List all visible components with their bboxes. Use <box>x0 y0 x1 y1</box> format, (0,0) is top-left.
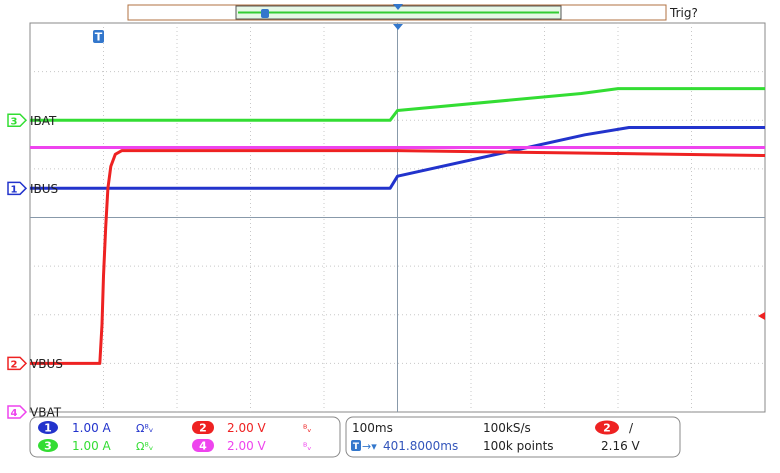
svg-text:1: 1 <box>44 422 52 435</box>
channel-label-vbus: VBUS <box>30 357 63 371</box>
svg-text:T: T <box>353 442 360 452</box>
channel-marker-vbat[interactable]: 4 VBAT <box>7 405 62 420</box>
trigger-status-text: Trig? <box>669 6 698 20</box>
svg-text:1: 1 <box>11 184 18 195</box>
channel-readouts: 1 1.00 A Ω⁸ᵥ 3 1.00 A Ω⁸ᵥ 2 2.00 V ᴮᵥ 4 2.00 V ᴮᵥ <box>38 421 312 453</box>
trigger-slope-icon: / <box>629 421 634 435</box>
dc-coupling-icon: Ω⁸ᵥ <box>136 422 153 435</box>
trigger-position-marker[interactable] <box>261 4 403 30</box>
trigger-level-arrow[interactable] <box>758 312 765 320</box>
channel-label-ibat: IBAT <box>30 114 57 128</box>
svg-text:3: 3 <box>44 440 52 453</box>
channel-readout-2[interactable]: 2 2.00 V ᴮᵥ <box>192 421 312 435</box>
trigger-source-badge: 2 <box>595 420 619 435</box>
channel-readout-1[interactable]: 1 1.00 A Ω⁸ᵥ <box>38 421 153 435</box>
channel-readout-3[interactable]: 3 1.00 A Ω⁸ᵥ <box>38 439 153 453</box>
sample-rate: 100kS/s <box>483 421 531 435</box>
channel-readout-4[interactable]: 4 2.00 V ᴮᵥ <box>192 439 312 453</box>
trace-vbus <box>30 149 766 365</box>
svg-text:3: 3 <box>11 116 18 127</box>
channel-scale-3: 1.00 A <box>72 439 112 453</box>
bandwidth-limit-icon: ᴮᵥ <box>303 424 312 435</box>
channel-marker-ibus[interactable]: 1 IBUS <box>7 181 58 196</box>
trigger-t-marker: T <box>93 30 104 44</box>
svg-text:→▾: →▾ <box>362 440 377 453</box>
svg-text:2: 2 <box>603 422 611 435</box>
channel-label-vbat: VBAT <box>30 406 62 420</box>
bandwidth-limit-icon: ᴮᵥ <box>303 442 312 453</box>
channel-markers: 3 IBAT 1 IBUS 4 VBAT 2 VBUS <box>7 113 63 420</box>
svg-text:4: 4 <box>199 440 207 453</box>
channel-scale-1: 1.00 A <box>72 421 112 435</box>
channel-marker-vbus[interactable]: 2 VBUS <box>7 356 63 371</box>
timebase-readout[interactable]: 100ms 100kS/s T →▾ 401.8000ms 100k point… <box>351 421 554 453</box>
dc-coupling-icon: Ω⁸ᵥ <box>136 440 153 453</box>
channel-scale-2: 2.00 V <box>227 421 267 435</box>
svg-text:T: T <box>95 31 103 44</box>
svg-text:4: 4 <box>11 408 18 419</box>
horizontal-position: 401.8000ms <box>383 439 458 453</box>
time-per-div: 100ms <box>352 421 393 435</box>
channel-marker-ibat[interactable]: 3 IBAT <box>7 113 57 128</box>
channel-label-ibus: IBUS <box>30 182 58 196</box>
trace-layer <box>30 87 766 365</box>
trace-ibat <box>30 87 765 122</box>
trigger-readout[interactable]: 2 / 2.16 V <box>595 420 641 454</box>
trigger-level: 2.16 V <box>601 439 641 453</box>
record-length: 100k points <box>483 439 554 453</box>
channel-scale-4: 2.00 V <box>227 439 267 453</box>
trace-ibus <box>30 126 765 190</box>
svg-text:2: 2 <box>199 422 207 435</box>
svg-text:2: 2 <box>11 359 18 370</box>
horizontal-position-icon: T →▾ <box>351 440 377 453</box>
